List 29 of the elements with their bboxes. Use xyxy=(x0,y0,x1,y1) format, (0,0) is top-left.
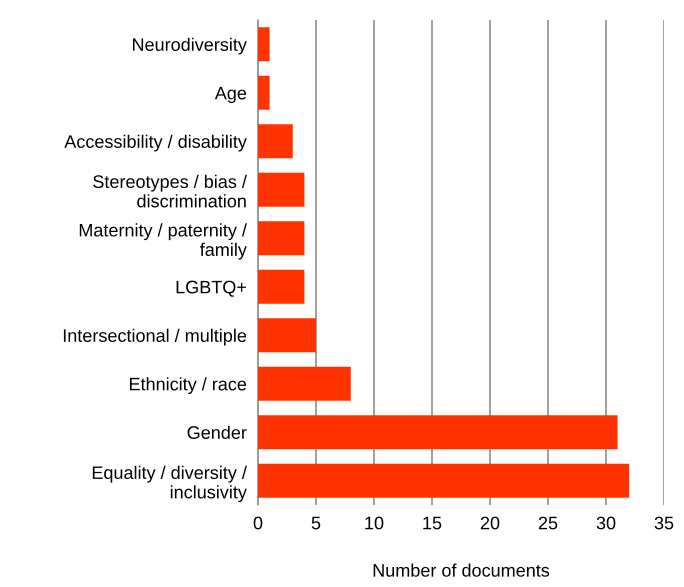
y-tick-label: Equality / diversity / inclusivity xyxy=(92,466,247,502)
bar xyxy=(258,270,304,304)
bar xyxy=(258,415,618,450)
y-tick-label: Neurodiversity xyxy=(132,38,247,55)
bar xyxy=(258,366,351,401)
x-axis-title: Number of documents xyxy=(374,564,550,577)
x-tick-label: 0 xyxy=(254,516,262,530)
x-tick-label: 5 xyxy=(312,516,320,530)
y-tick-label: Intersectional / multiple xyxy=(64,328,246,346)
y-tick-label: Ethnicity / race xyxy=(130,377,246,394)
y-tick-label: Accessibility / disability xyxy=(64,134,247,152)
y-tick-label: Stereotypes / bias / discrimination xyxy=(93,174,247,208)
bar xyxy=(258,27,270,62)
bar xyxy=(258,76,270,110)
x-tick-label: 30 xyxy=(596,516,616,530)
x-tick-label: 25 xyxy=(538,516,558,530)
x-tick-label: 10 xyxy=(365,516,384,530)
bar xyxy=(258,318,316,352)
y-tick-label: Gender xyxy=(188,426,247,439)
bar xyxy=(258,464,630,498)
bar xyxy=(258,172,304,207)
bar xyxy=(258,124,293,158)
y-tick-label: LGBTQ+ xyxy=(176,280,246,297)
y-tick-label: Maternity / paternity / family xyxy=(80,223,247,260)
bar xyxy=(258,221,304,256)
x-tick-label: 35 xyxy=(654,516,674,530)
x-tick-label: 20 xyxy=(480,516,500,530)
y-tick-label: Age xyxy=(214,86,246,104)
x-tick-label: 15 xyxy=(423,516,442,530)
